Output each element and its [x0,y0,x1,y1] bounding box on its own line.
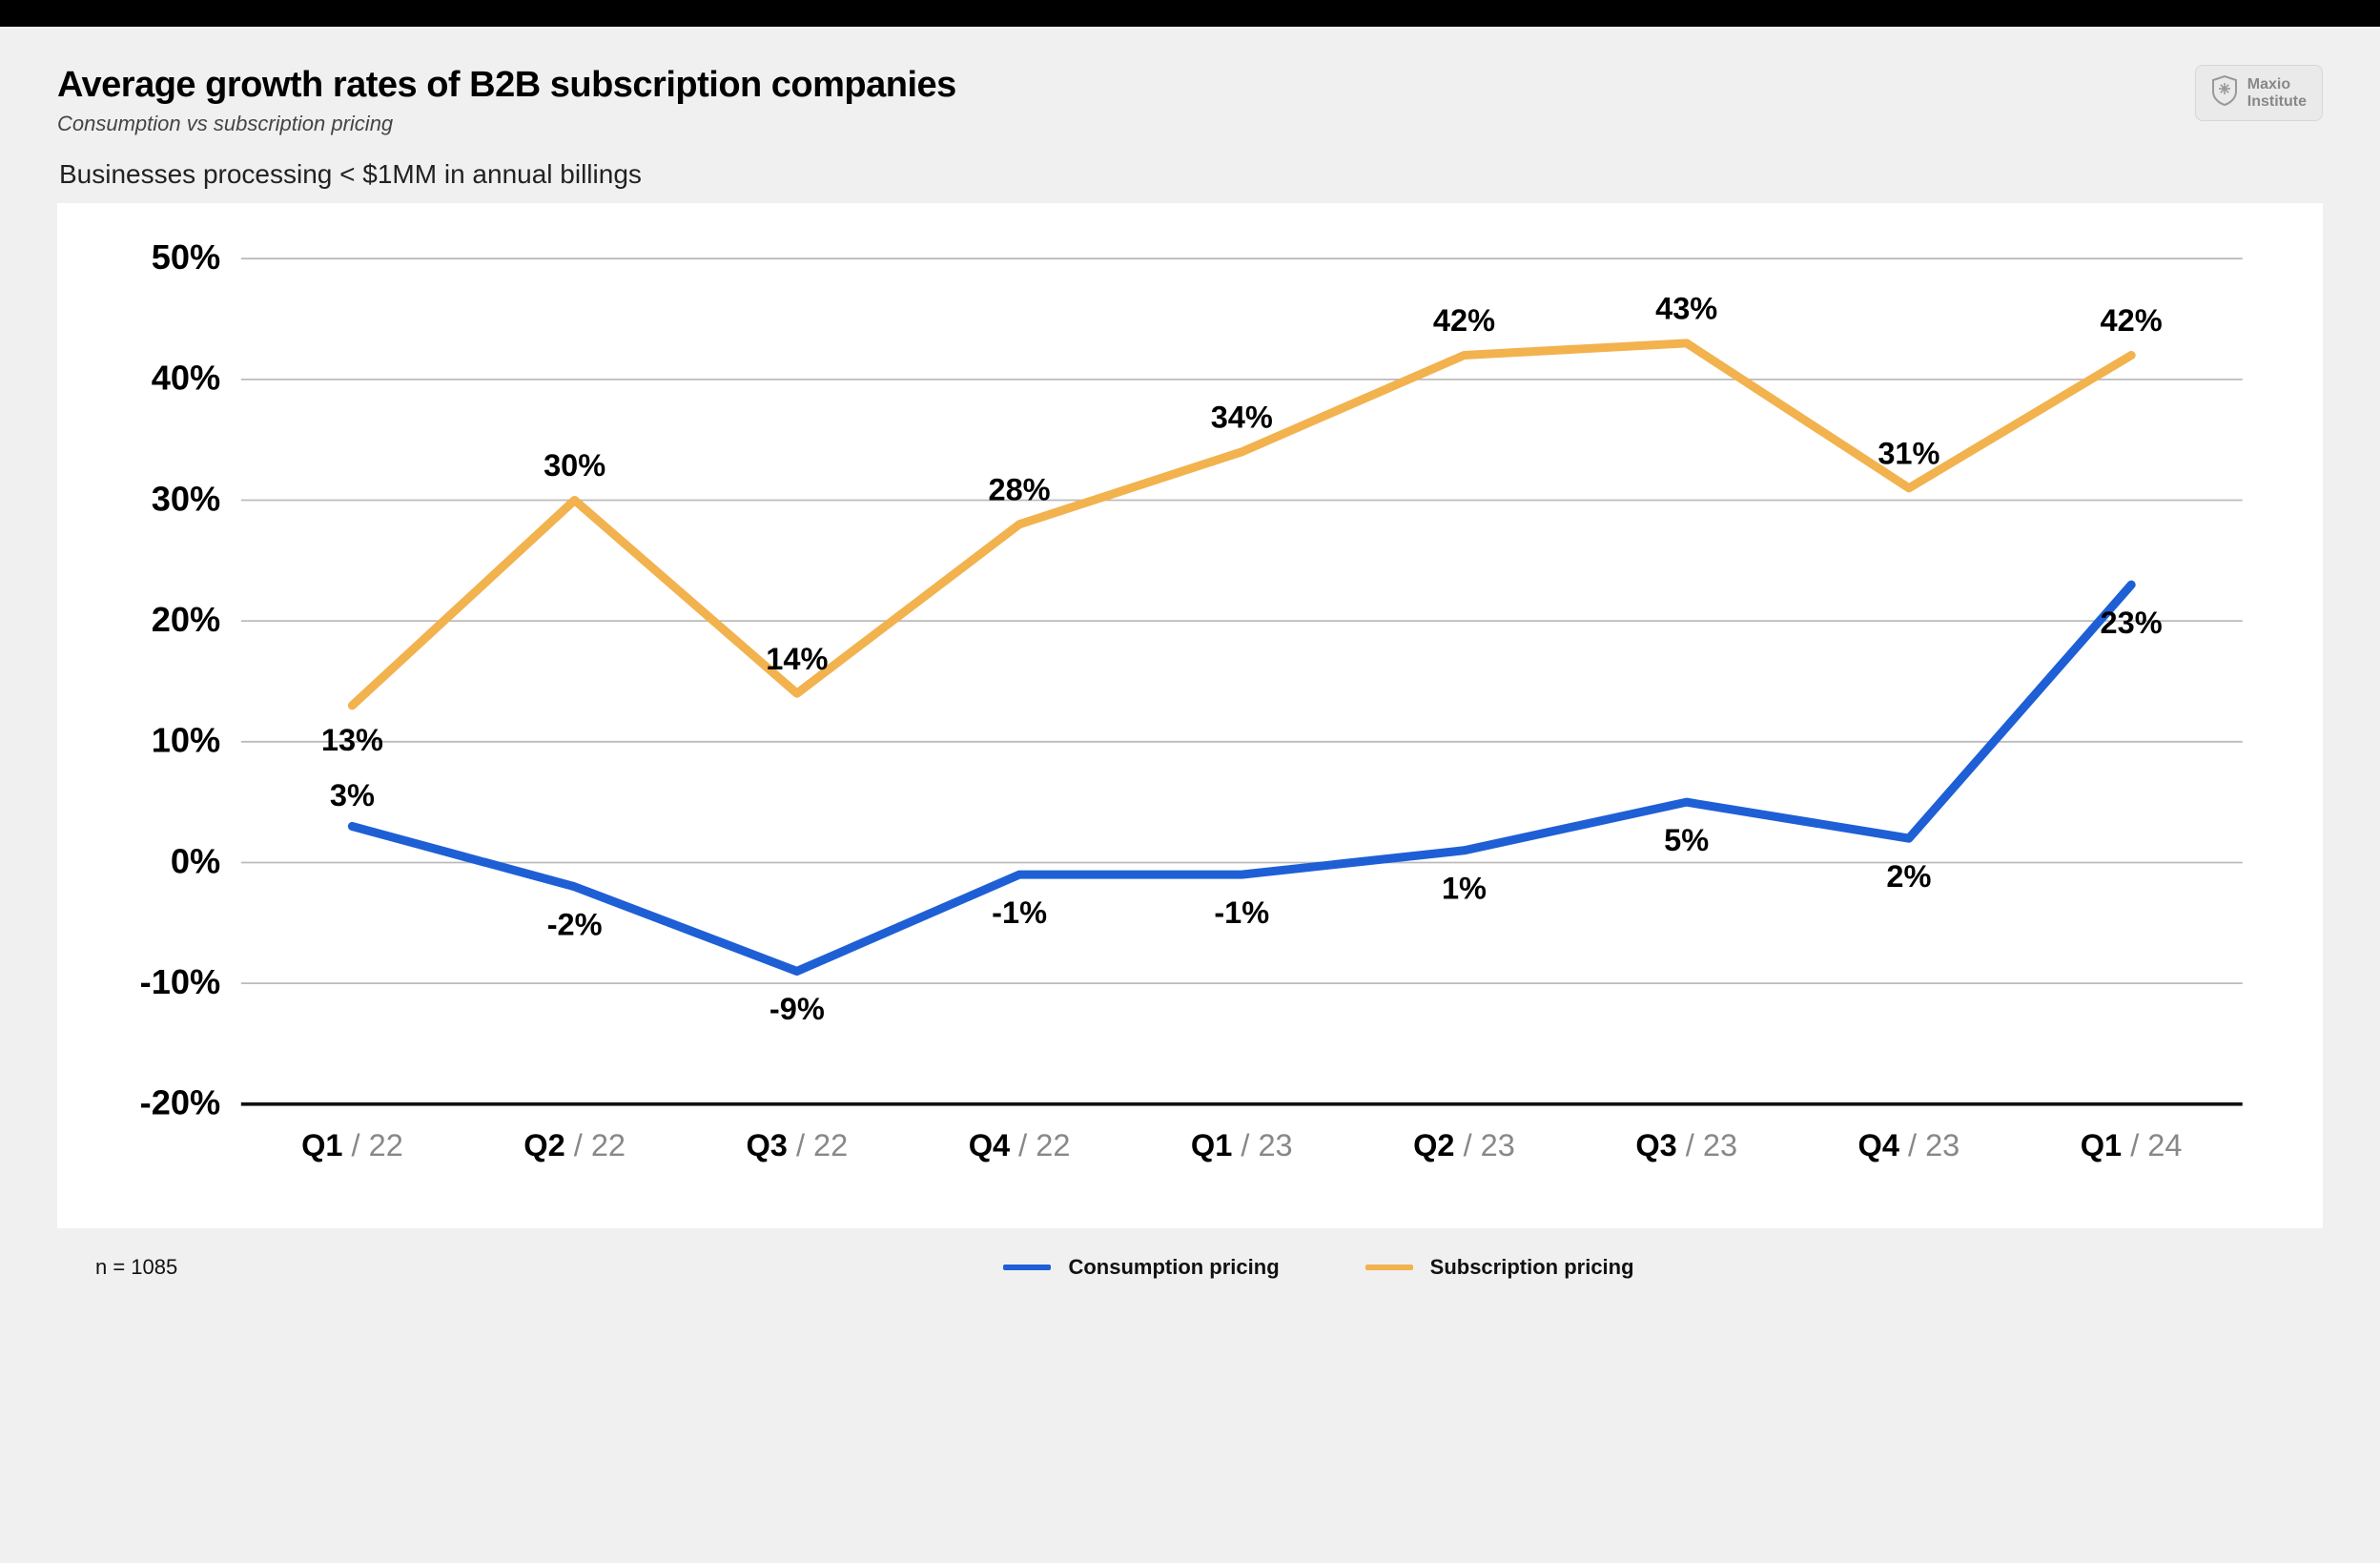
x-tick-label: Q1 / 24 [2081,1128,2183,1162]
brand-line2: Institute [2247,93,2307,110]
data-label: 42% [2101,303,2163,338]
data-label: -2% [547,907,603,941]
data-label: 1% [1442,871,1487,905]
x-tick-label: Q1 / 22 [301,1128,403,1162]
y-tick-label: 30% [152,479,220,518]
data-label: -1% [992,895,1047,930]
shield-icon [2211,75,2238,111]
x-tick-label: Q2 / 22 [523,1128,626,1162]
data-label: 28% [988,473,1050,507]
sample-size: n = 1085 [95,1255,267,1280]
data-label: 5% [1664,823,1709,857]
y-tick-label: 20% [152,600,220,639]
data-label: 13% [321,723,383,757]
y-tick-label: 10% [152,721,220,760]
legend-item-subscription: Subscription pricing [1365,1255,1634,1280]
data-label: 23% [2101,606,2163,640]
chart-title: Average growth rates of B2B subscription… [57,65,956,106]
x-tick-label: Q3 / 22 [746,1128,848,1162]
chart-subtitle: Consumption vs subscription pricing [57,112,956,136]
data-label: -9% [769,992,825,1026]
y-tick-label: 0% [171,841,220,880]
x-tick-label: Q1 / 23 [1191,1128,1293,1162]
legend-swatch [1003,1265,1051,1270]
footer-row: n = 1085 Consumption pricing Subscription… [57,1228,2323,1280]
x-tick-label: Q2 / 23 [1413,1128,1515,1162]
brand-badge: Maxio Institute [2195,65,2323,121]
x-tick-label: Q4 / 23 [1858,1128,1960,1162]
title-block: Average growth rates of B2B subscription… [57,65,956,136]
section-label: Businesses processing < $1MM in annual b… [59,159,2323,190]
series-subscription [352,343,2131,706]
data-label: 2% [1886,859,1931,894]
data-label: 14% [766,642,828,676]
data-label: 30% [544,448,605,483]
top-black-bar [0,0,2380,27]
brand-text: Maxio Institute [2247,76,2307,110]
chart-panel: 50% 40% 30% 20% 10% 0% -10% -20% Q1 / 22 Q2 / 22 Q… [57,203,2323,1228]
x-tick-label: Q4 / 22 [969,1128,1071,1162]
y-tick-label: -10% [140,962,220,1001]
brand-line1: Maxio [2247,76,2290,93]
data-label: 34% [1211,401,1273,435]
data-label: 42% [1433,303,1495,338]
x-tick-label: Q3 / 23 [1635,1128,1737,1162]
data-label: -1% [1214,895,1269,930]
y-tick-label: 40% [152,359,220,398]
data-label: 3% [330,778,375,812]
header-row: Average growth rates of B2B subscription… [57,65,2323,136]
legend-swatch [1365,1265,1413,1270]
data-label: 43% [1655,292,1717,326]
legend-label: Subscription pricing [1430,1255,1634,1280]
y-tick-label: -20% [140,1083,220,1122]
y-tick-label: 50% [152,237,220,277]
page-container: Average growth rates of B2B subscription… [0,27,2380,1318]
legend-label: Consumption pricing [1068,1255,1279,1280]
legend-item-consumption: Consumption pricing [1003,1255,1279,1280]
data-label: 31% [1877,437,1939,471]
legend: Consumption pricing Subscription pricing [324,1255,2313,1280]
line-chart: 50% 40% 30% 20% 10% 0% -10% -20% Q1 / 22 Q2 / 22 Q… [86,224,2294,1190]
